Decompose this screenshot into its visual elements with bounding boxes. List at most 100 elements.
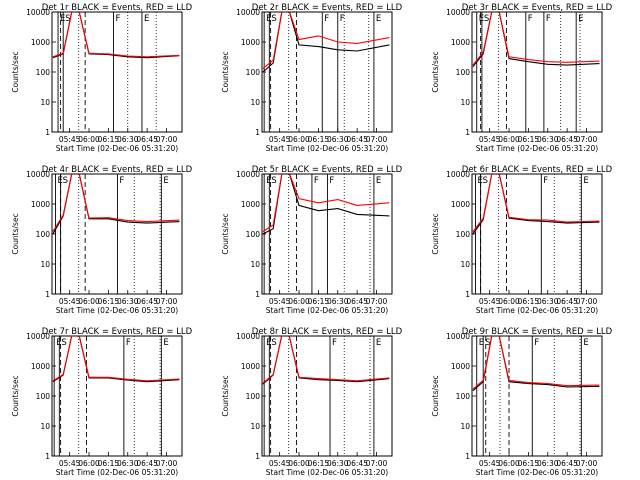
event-marker-label: S [484, 14, 489, 24]
series-line [262, 336, 390, 384]
panel-title: Det 1r BLACK = Events, RED = LLD [42, 3, 193, 13]
panel-title: Det 4r BLACK = Events, RED = LLD [42, 165, 193, 175]
y-tick-label: 10000 [236, 332, 260, 341]
panel-title: Det 3r BLACK = Events, RED = LLD [462, 3, 613, 13]
y-tick-label: 1000 [31, 200, 50, 209]
x-tick-label: 06:15 [308, 459, 330, 468]
x-tick-label: 06:45 [556, 459, 578, 468]
x-tick-label: 07:00 [366, 135, 388, 144]
x-tick-label: 05:45 [479, 135, 501, 144]
series-line [472, 336, 600, 390]
panel-title: Det 5r BLACK = Events, RED = LLD [252, 165, 403, 175]
y-tick-label: 10 [460, 260, 470, 269]
y-tick-label: 10000 [26, 8, 50, 17]
x-tick-label: 06:15 [98, 459, 120, 468]
event-marker-label: F [116, 14, 121, 24]
detector-panel: Det 3r BLACK = Events, RED = LLD 1 10 100 10… [431, 3, 613, 153]
plot-frame [471, 335, 603, 457]
x-tick-label: 06:45 [556, 135, 578, 144]
y-tick-label: 100 [456, 392, 471, 401]
x-tick-label: 06:45 [136, 297, 158, 306]
event-marker-label: S [271, 14, 276, 24]
event-marker-label: S [65, 14, 70, 24]
x-axis-label: Start Time (02-Dec-06 05:31:20) [476, 306, 598, 315]
y-tick-label: 10 [250, 260, 260, 269]
x-tick-label: 06:15 [308, 135, 330, 144]
event-marker-label: E [376, 176, 381, 186]
x-tick-label: 07:00 [156, 297, 178, 306]
x-tick-label: 06:00 [288, 459, 310, 468]
detector-panel: Det 9r BLACK = Events, RED = LLD 1 10 100 10… [431, 327, 613, 477]
y-axis-label: Counts/sec [221, 375, 230, 416]
x-axis-label: Start Time (02-Dec-06 05:31:20) [476, 468, 598, 477]
x-tick-label: 07:00 [366, 459, 388, 468]
y-axis-label: Counts/sec [431, 51, 440, 92]
series-line [52, 174, 180, 232]
x-tick-label: 06:45 [136, 135, 158, 144]
event-marker-label: F [528, 14, 533, 24]
series-line [472, 12, 600, 66]
x-tick-label: 05:45 [269, 459, 291, 468]
x-tick-label: 06:30 [117, 459, 139, 468]
event-marker-label: E [376, 338, 381, 348]
event-marker-label: S [61, 338, 66, 348]
y-axis-label: Counts/sec [221, 213, 230, 254]
event-marker-label: E [583, 338, 588, 348]
x-tick-label: 05:45 [479, 297, 501, 306]
y-tick-label: 1000 [451, 200, 470, 209]
x-tick-label: 05:45 [59, 459, 81, 468]
y-tick-label: 1000 [31, 38, 50, 47]
y-tick-label: 100 [36, 230, 51, 239]
panel-title: Det 6r BLACK = Events, RED = LLD [462, 165, 613, 175]
x-tick-label: 06:30 [117, 297, 139, 306]
x-tick-label: 06:15 [308, 297, 330, 306]
event-marker-label: S [271, 338, 276, 348]
event-marker-label: S [271, 176, 276, 186]
x-axis-label: Start Time (02-Dec-06 05:31:20) [476, 144, 598, 153]
series-line [262, 12, 390, 70]
event-marker-label: E [163, 176, 168, 186]
event-marker-label: E [56, 338, 61, 348]
y-tick-label: 10 [40, 260, 50, 269]
x-tick-label: 06:30 [537, 297, 559, 306]
y-tick-label: 10000 [236, 8, 260, 17]
x-tick-label: 06:30 [327, 459, 349, 468]
y-tick-label: 100 [246, 230, 261, 239]
x-tick-label: 06:45 [136, 459, 158, 468]
x-tick-label: 06:00 [498, 135, 520, 144]
x-tick-label: 05:45 [479, 459, 501, 468]
y-tick-label: 10000 [26, 170, 50, 179]
y-tick-label: 10000 [446, 8, 470, 17]
y-tick-label: 100 [246, 392, 261, 401]
x-tick-label: 06:30 [537, 135, 559, 144]
y-tick-label: 1 [255, 290, 260, 299]
series-line [262, 336, 390, 385]
y-axis-label: Counts/sec [431, 375, 440, 416]
y-tick-label: 10 [40, 98, 50, 107]
event-marker-label: E [266, 14, 271, 24]
detector-panel: Det 5r BLACK = Events, RED = LLD 1 10 100 10… [221, 165, 403, 315]
detector-panel: Det 4r BLACK = Events, RED = LLD 1 10 100 10… [11, 165, 193, 315]
y-tick-label: 1000 [241, 200, 260, 209]
x-tick-label: 06:45 [346, 135, 368, 144]
y-tick-label: 1000 [31, 362, 50, 371]
x-axis-label: Start Time (02-Dec-06 05:31:20) [56, 144, 178, 153]
y-tick-label: 10 [460, 98, 470, 107]
event-marker-label: F [543, 176, 548, 186]
y-tick-label: 1 [465, 290, 470, 299]
detector-panel: Det 1r BLACK = Events, RED = LLD 1 10 100 10… [11, 3, 193, 153]
y-tick-label: 1 [45, 452, 50, 461]
x-tick-label: 06:15 [518, 135, 540, 144]
plot-frame [471, 173, 603, 295]
event-marker-label: F [546, 14, 551, 24]
y-tick-label: 100 [456, 68, 471, 77]
event-marker-label: S [63, 176, 68, 186]
y-tick-label: 1 [465, 452, 470, 461]
event-marker-label: F [119, 176, 124, 186]
y-tick-label: 10 [250, 422, 260, 431]
y-tick-label: 10 [40, 422, 50, 431]
y-tick-label: 1 [255, 128, 260, 137]
panel-title: Det 7r BLACK = Events, RED = LLD [42, 327, 193, 337]
y-tick-label: 100 [456, 230, 471, 239]
